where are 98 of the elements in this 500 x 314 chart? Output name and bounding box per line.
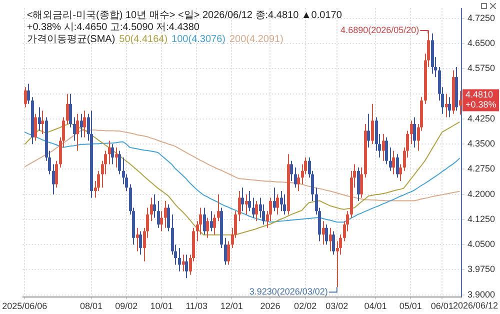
candlestick — [167, 204, 170, 232]
candlestick — [445, 93, 448, 118]
x-tick-label: 02/02 — [294, 301, 317, 312]
candlestick — [371, 103, 374, 145]
candlestick — [329, 227, 332, 252]
candlestick — [224, 237, 227, 266]
y-tick-label: 4.7250 — [467, 12, 496, 23]
x-tick-label: 09/02 — [115, 301, 138, 312]
candlestick — [66, 93, 69, 124]
legend-title: 가격이동평균(SMA) — [26, 34, 116, 46]
y-tick-label: 4.0500 — [467, 239, 496, 250]
candlestick — [27, 83, 30, 104]
candlestick — [399, 164, 402, 182]
candlestick — [360, 167, 363, 198]
candlestick — [41, 110, 44, 135]
candlestick — [297, 174, 300, 192]
y-tick-label: 4.6500 — [467, 38, 496, 48]
candlestick — [325, 224, 328, 246]
x-tick-label: 2026 — [260, 301, 280, 312]
annotation: 4.6890(2026/05/20) — [340, 24, 420, 35]
x-tick-label: 05/01 — [399, 301, 422, 312]
text: 50(4.4164) — [119, 34, 168, 46]
candlestick — [24, 86, 27, 108]
candlestick — [76, 113, 79, 152]
candlestick — [80, 113, 83, 138]
x-tick-label: 04/01 — [364, 301, 387, 312]
candlestick — [210, 210, 213, 232]
y-tick-label: 4.1250 — [467, 214, 496, 224]
text: 4.4810 +0.38% — [465, 90, 496, 110]
candlestick — [182, 254, 185, 272]
candlestick — [413, 116, 416, 148]
candlestick — [227, 240, 230, 266]
candlestick — [83, 110, 86, 138]
candlestick — [160, 210, 163, 232]
text: 200(4.2091) — [229, 34, 284, 46]
y-tick-label: 4.3500 — [467, 138, 496, 149]
candlestick — [396, 154, 399, 178]
candlestick — [385, 136, 388, 165]
candlestick — [367, 113, 370, 148]
candlestick — [241, 187, 244, 212]
text: 100(4.3076) — [172, 34, 226, 46]
candlestick — [245, 194, 248, 215]
y-tick-label: 4.2750 — [467, 164, 496, 174]
x-tick-label: 06/01 — [430, 301, 454, 312]
candlestick — [52, 164, 55, 195]
text: 2026/06/12 — [452, 300, 498, 311]
y-tick-label: 3.9000 — [467, 289, 496, 300]
candlestick — [294, 167, 297, 188]
candlestick — [255, 200, 258, 222]
annotation: 3.9230(2026/03/02) — [249, 286, 328, 297]
x-tick-label: 2025/06/06 — [2, 301, 48, 312]
candlestick — [108, 140, 111, 165]
y-tick-label: 4.2000 — [467, 188, 496, 199]
candlestick — [150, 197, 153, 222]
candlestick — [34, 113, 37, 142]
candlestick — [164, 200, 167, 228]
candlestick — [203, 207, 206, 236]
candlestick — [238, 190, 241, 222]
x-tick-label: 11/03 — [186, 301, 208, 312]
candlestick — [392, 150, 395, 175]
candlestick — [213, 214, 216, 236]
candlestick — [248, 190, 251, 212]
x-tick-label: 03/02 — [326, 301, 348, 312]
candlestick — [111, 144, 114, 165]
candlestick — [118, 150, 121, 175]
y-tick-label: 4.5750 — [467, 63, 496, 74]
candlestick — [55, 160, 58, 188]
candlestick — [252, 197, 255, 218]
y-tick-label: 3.9750 — [467, 264, 496, 274]
candlestick — [448, 96, 451, 118]
candlestick — [136, 227, 139, 252]
candlestick — [217, 194, 220, 222]
candlestick — [283, 194, 286, 215]
x-tick-label: 12/01 — [220, 301, 243, 312]
candlestick — [332, 230, 335, 256]
candlestick — [38, 106, 41, 132]
candlestick — [322, 220, 325, 246]
candlestick — [178, 247, 181, 272]
candlestick — [389, 146, 392, 172]
candlestick — [382, 134, 385, 162]
candlestick — [410, 120, 413, 145]
candlestick — [357, 167, 360, 202]
candlestick — [153, 194, 156, 218]
candlestick — [185, 254, 188, 279]
candlestick — [273, 187, 276, 212]
candlestick — [276, 194, 279, 215]
candlestick — [290, 160, 293, 182]
candlestick — [206, 217, 209, 238]
candlestick — [280, 190, 283, 212]
x-tick-label: 08/01 — [80, 301, 103, 312]
candlestick — [139, 230, 142, 256]
x-tick-label: 10/01 — [150, 301, 173, 312]
candlestick — [115, 146, 118, 168]
y-tick-label: 4.4250 — [467, 113, 496, 124]
candlestick — [73, 116, 76, 142]
candlestick — [69, 93, 72, 128]
candlestick — [459, 90, 462, 116]
candlestick — [157, 200, 160, 228]
